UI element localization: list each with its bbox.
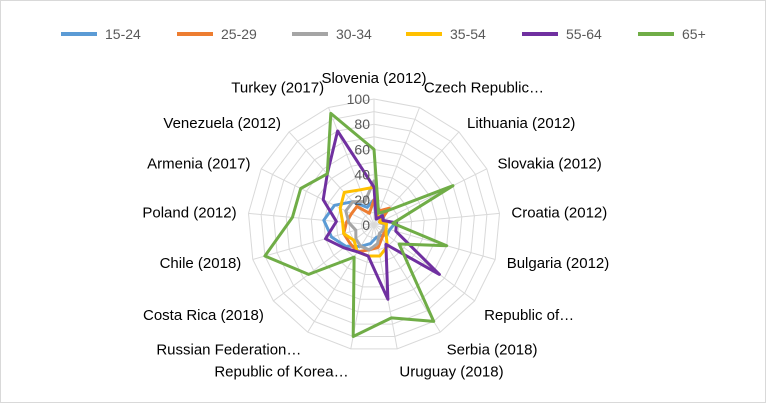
category-label: Lithuania (2012) bbox=[467, 115, 575, 132]
series-line-35-54 bbox=[338, 185, 389, 258]
legend-label-35-54: 35-54 bbox=[450, 26, 486, 42]
grid-spoke bbox=[307, 224, 375, 333]
grid-spoke bbox=[373, 168, 488, 226]
category-label: Republic of… bbox=[484, 307, 574, 324]
grid-ring bbox=[298, 148, 450, 300]
grid-spoke bbox=[328, 107, 375, 226]
tick-label: 60 bbox=[354, 141, 370, 157]
category-label: Republic of Korea… bbox=[214, 364, 348, 381]
category-label: Uruguay (2018) bbox=[399, 364, 503, 381]
category-label: Slovenia (2012) bbox=[321, 70, 426, 87]
legend-label-65+: 65+ bbox=[682, 26, 706, 42]
category-label: Poland (2012) bbox=[142, 204, 236, 221]
legend-label-30-34: 30-34 bbox=[336, 26, 372, 42]
grid-spoke bbox=[373, 224, 475, 302]
grid-spoke bbox=[248, 212, 375, 226]
category-label: Russian Federation… bbox=[156, 341, 301, 358]
tick-label: 0 bbox=[362, 217, 370, 233]
category-label: Costa Rica (2018) bbox=[143, 307, 264, 324]
series-line-55-64 bbox=[321, 129, 441, 301]
category-label: Turkey (2017) bbox=[231, 79, 324, 96]
grid-ring bbox=[285, 136, 463, 313]
category-label: Armenia (2017) bbox=[147, 156, 250, 173]
category-label: Chile (2018) bbox=[160, 255, 242, 272]
tick-label: 80 bbox=[354, 116, 370, 132]
grid-ring bbox=[360, 211, 388, 238]
grid-spoke bbox=[260, 168, 375, 226]
series-line-65+ bbox=[263, 111, 455, 338]
category-label: Serbia (2018) bbox=[447, 341, 538, 358]
category-label: Czech Republic… bbox=[424, 79, 544, 96]
tick-label: 20 bbox=[354, 192, 370, 208]
grid-ring bbox=[260, 111, 488, 337]
legend-label-55-64: 55-64 bbox=[566, 26, 602, 42]
grid-ring bbox=[273, 123, 475, 325]
category-label: Venezuela (2012) bbox=[163, 115, 281, 132]
tick-label: 100 bbox=[347, 91, 371, 107]
category-label: Bulgaria (2012) bbox=[507, 255, 610, 272]
category-label: Slovakia (2012) bbox=[498, 156, 602, 173]
grid-spoke bbox=[373, 107, 420, 226]
tick-label: 40 bbox=[354, 167, 370, 183]
grid-ring bbox=[247, 98, 501, 350]
legend-label-25-29: 25-29 bbox=[221, 26, 257, 42]
grid-spoke bbox=[252, 224, 375, 260]
legend-label-15-24: 15-24 bbox=[105, 26, 141, 42]
category-label: Croatia (2012) bbox=[511, 204, 607, 221]
